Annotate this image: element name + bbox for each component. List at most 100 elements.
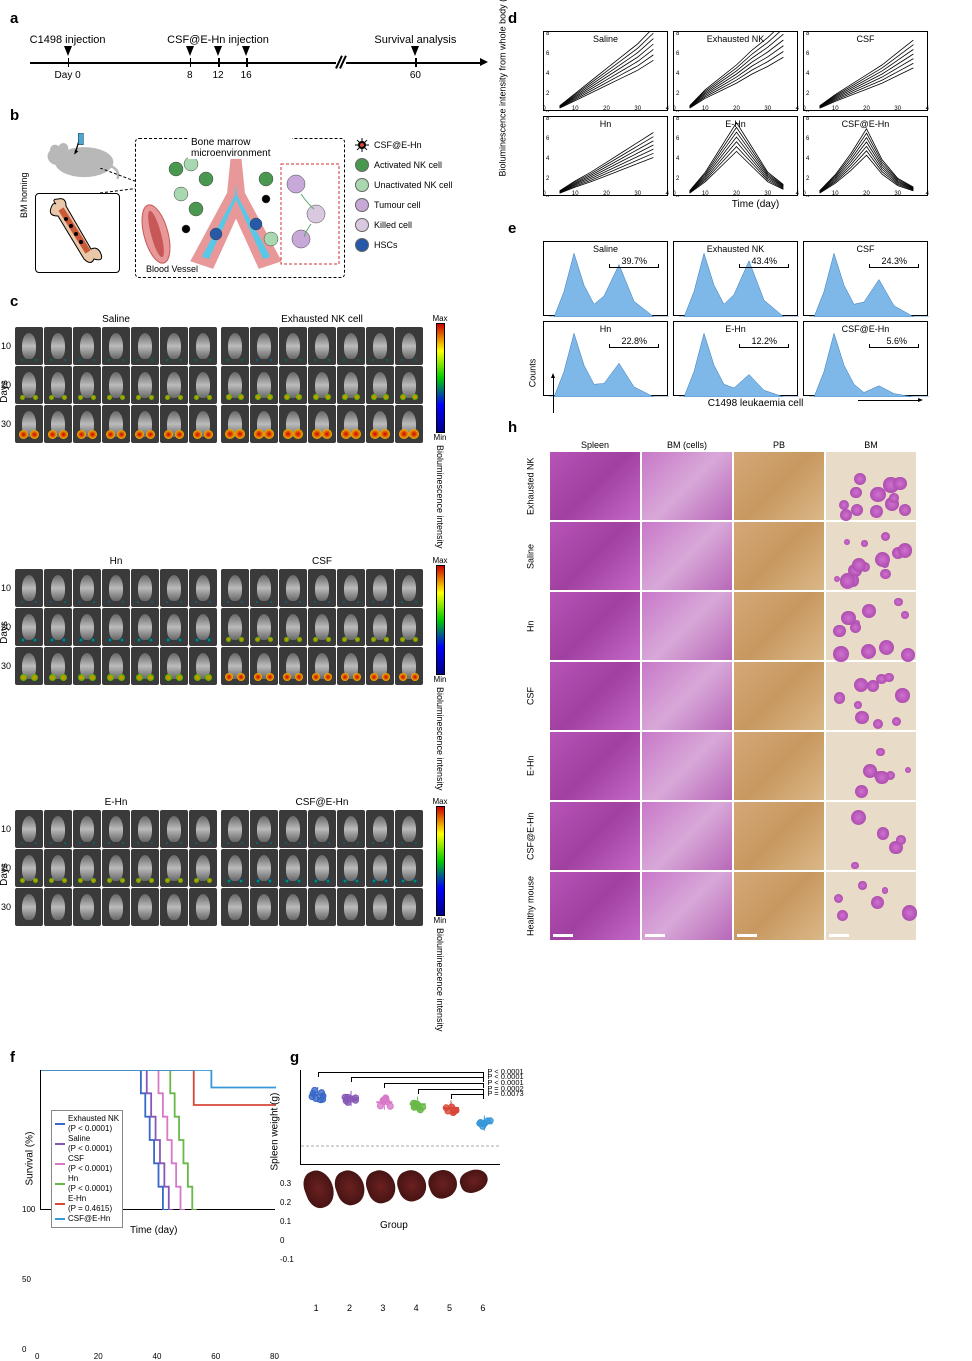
bioluminescence-signal <box>122 921 123 922</box>
bioluminescence-signal <box>225 673 233 681</box>
cell-blob <box>851 504 863 516</box>
mouse-image <box>337 647 365 685</box>
histology-image <box>734 802 824 870</box>
bioluminescence-signal <box>35 921 36 922</box>
legend-swatch <box>355 198 369 212</box>
histogram: Exhausted NK 43.4% <box>673 241 798 316</box>
colorbar-gradient <box>436 806 445 916</box>
mouse-image <box>250 608 278 646</box>
panel-d: d Bioluminescence intensity from whole b… <box>508 10 968 210</box>
mouse-image <box>15 888 43 926</box>
bioluminescence-signal <box>137 359 139 361</box>
bm-homing-label: BM homing <box>19 172 29 218</box>
mouse-image <box>189 366 217 404</box>
survival-ylabel: Survival (%) <box>25 1131 36 1185</box>
line-chart: 01020304002468 <box>674 32 799 112</box>
bioluminescence-signal <box>108 359 110 361</box>
mouse-image <box>337 327 365 365</box>
day-number: 10 <box>1 824 11 834</box>
bioluminescence-signal <box>33 638 37 642</box>
legend-item: Unactivated NK cell <box>355 178 490 192</box>
mouse-image <box>131 849 159 887</box>
histology-image <box>550 452 640 520</box>
bioluminescence-signal <box>225 429 235 439</box>
bioluminescence-signal <box>413 879 417 883</box>
bioluminescence-signal <box>180 921 181 922</box>
cell-blob <box>833 646 849 662</box>
tick-label: 4 <box>414 1303 419 1313</box>
bioluminescence-signal <box>256 359 258 361</box>
bioluminescence-signal <box>358 922 359 923</box>
histology-image <box>826 802 916 870</box>
small-chart: CSF01020304002468 <box>803 31 928 111</box>
bioluminescence-signal <box>268 879 272 883</box>
bioluminescence-signal <box>297 879 301 883</box>
bm-microenv-box: Bone marrow microenvironment Blood Vesse… <box>135 138 345 278</box>
bioluminescence-signal <box>31 674 38 681</box>
bioluminescence-signal <box>137 842 139 844</box>
timeline-event: CSF@E-Hn injection <box>167 34 269 46</box>
bioluminescence-signal <box>241 601 243 603</box>
mouse-image <box>160 888 188 926</box>
tick-label: Day 0 <box>55 70 81 81</box>
histo-column-header: BM <box>826 440 916 450</box>
day-number: 30 <box>1 661 11 671</box>
mouse-image <box>189 647 217 685</box>
tick-mark <box>218 58 220 67</box>
tick-label: 0 <box>22 1345 26 1354</box>
bioluminescence-signal <box>195 842 197 844</box>
small-chart: Saline01020304002468 <box>543 31 668 111</box>
bioluminescence-signal <box>195 359 197 361</box>
imaging-group: SalineDays102030 <box>15 314 217 552</box>
bioluminescence-signal <box>325 394 331 400</box>
legend-label: CSF@E-Hn <box>374 140 422 150</box>
mouse-image <box>15 405 43 443</box>
bioluminescence-signal <box>295 673 303 681</box>
group-title: Hn <box>110 556 123 567</box>
mouse-image <box>279 366 307 404</box>
mouse-image <box>308 810 336 848</box>
pvalue-bracket <box>418 1089 485 1090</box>
bioluminescence-signal <box>267 394 273 400</box>
legend-item: Exhausted NK(P < 0.0001) <box>55 1114 119 1134</box>
bioluminescence-signal <box>147 674 154 681</box>
legend-label: Exhausted NK(P < 0.0001) <box>68 1114 119 1134</box>
mouse-image <box>189 405 217 443</box>
panel-d-ylabel: Bioluminescence intensity from whole bod… <box>498 0 509 177</box>
bioluminescence-signal <box>108 842 110 844</box>
tick-mark <box>415 58 417 67</box>
hist-percentage: 24.3% <box>881 256 907 266</box>
bioluminescence-signal <box>399 673 407 681</box>
mouse-image <box>366 647 394 685</box>
svg-text:20: 20 <box>863 191 870 197</box>
tick-label: 50 <box>22 1275 31 1284</box>
bioluminescence-signal <box>33 395 38 400</box>
bioluminescence-signal <box>151 359 153 361</box>
cell-blob <box>881 532 890 541</box>
svg-text:10: 10 <box>832 106 839 112</box>
bioluminescence-signal <box>91 638 95 642</box>
legend-label: CSF@E-Hn <box>68 1214 110 1224</box>
mouse-image <box>160 849 188 887</box>
bioluminescence-signal <box>326 637 331 642</box>
bioluminescence-signal <box>270 601 272 603</box>
histo-row-label: Healthy mouse <box>513 872 548 940</box>
timeline-axis <box>30 62 480 64</box>
tick-mark <box>190 58 192 67</box>
gate-bracket-icon <box>739 267 789 271</box>
bioluminescence-signal <box>21 842 23 844</box>
bioluminescence-signal <box>351 429 361 439</box>
bioluminescence-signal <box>314 601 316 603</box>
mouse-image <box>44 849 72 887</box>
bioluminescence-signal <box>64 601 66 603</box>
svg-text:6: 6 <box>676 136 680 142</box>
bioluminescence-signal <box>78 674 85 681</box>
legend-item: Activated NK cell <box>355 158 490 172</box>
cell-blob <box>834 894 843 903</box>
cell-blob <box>882 887 889 894</box>
legend-item: CSF(P < 0.0001) <box>55 1154 119 1174</box>
bioluminescence-signal <box>386 601 388 603</box>
cell-blob <box>896 835 906 845</box>
svg-text:40: 40 <box>666 106 669 112</box>
cell-blob <box>899 504 911 516</box>
